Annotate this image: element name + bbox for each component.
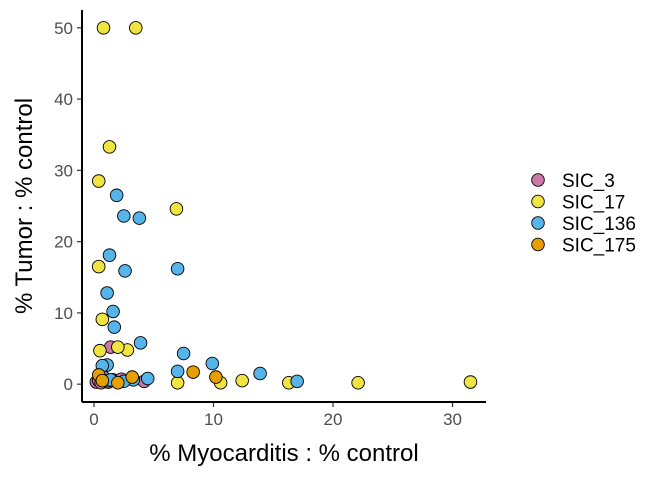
data-point [170,364,185,379]
x-tick-label: 10 [204,410,223,429]
data-point [133,336,148,350]
data-point [95,312,110,327]
data-point [253,366,267,381]
data-point [118,264,132,278]
data-point [117,209,131,223]
data-point [140,371,155,386]
legend-label: SIC_17 [562,193,625,214]
legend-key [531,237,545,252]
data-point [205,356,220,371]
y-tick-label: 30 [54,161,73,180]
y-axis-title: % Tumor : % control [11,98,38,314]
data-point [132,211,147,225]
legend-key [531,194,545,209]
y-tick-label: 0 [64,375,73,394]
data-point [96,21,111,35]
y-axis-ticks: 0 10 20 30 40 50 [54,19,82,394]
data-point [170,261,185,276]
data-point [106,304,120,319]
data-point [107,320,122,334]
data-point [209,370,223,384]
data-point [111,340,125,354]
data-point [290,374,304,389]
x-axis-ticks: 0 10 20 30 [89,402,462,429]
y-tick-label: 20 [54,233,73,252]
x-tick-label: 30 [443,410,462,429]
data-point [463,375,478,389]
data-point [235,373,249,388]
data-point [129,21,143,35]
legend-key [531,173,545,187]
data-point [102,140,117,154]
data-point [100,286,114,300]
legend-label: SIC_175 [562,236,636,257]
x-axis-title: % Myocarditis : % control [149,440,418,467]
data-point [125,370,139,384]
y-tick-label: 50 [54,19,73,38]
data-point [170,376,185,390]
data-point [109,188,124,203]
x-tick-label: 20 [324,410,343,429]
legend-label: SIC_3 [562,171,615,192]
data-point [93,343,107,358]
data-point [176,346,191,361]
legend-key [531,216,545,230]
data-points [89,21,478,390]
legend-label: SIC_136 [562,214,636,235]
data-point [91,174,106,188]
data-point [111,376,125,390]
y-tick-label: 40 [54,90,73,109]
data-point [102,248,117,262]
x-tick-label: 0 [89,410,98,429]
data-point [91,259,106,274]
y-tick-label: 10 [54,304,73,323]
data-point [186,365,200,379]
data-point [95,373,110,388]
data-point [169,202,184,216]
data-point [351,376,365,390]
